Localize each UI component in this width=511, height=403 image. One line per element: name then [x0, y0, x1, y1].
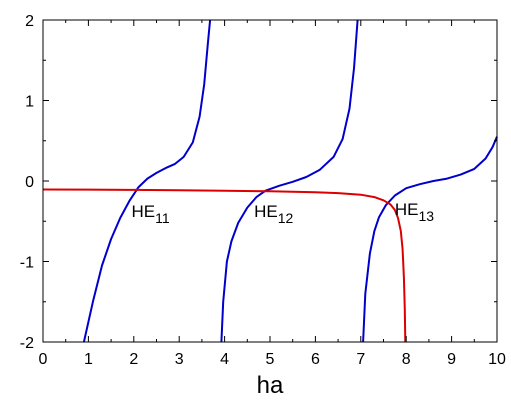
y-tick-label: 1	[25, 94, 34, 111]
x-tick-label: 4	[220, 351, 229, 368]
x-tick-label: 5	[266, 351, 275, 368]
series-0-branch-0	[82, 19, 212, 343]
mode-label-he12: HE12	[254, 202, 293, 226]
x-tick-label: 6	[311, 351, 320, 368]
x-tick-label: 7	[356, 351, 365, 368]
x-tick-label: 2	[129, 351, 138, 368]
mode-label-he13: HE13	[395, 200, 434, 224]
y-tick-label: 2	[25, 13, 34, 30]
curves-layer	[42, 19, 498, 343]
mode-label-he11: HE11	[132, 202, 170, 226]
y-tick-label: -2	[20, 335, 34, 352]
y-tick-label: -1	[20, 255, 34, 272]
annotations-layer: HE11 HE12 HE13	[132, 200, 435, 226]
x-tick-label: 3	[175, 351, 184, 368]
series-0-branch-1	[220, 19, 359, 343]
y-tick-label: 0	[25, 174, 34, 191]
x-tick-label: 0	[39, 351, 48, 368]
x-tick-label: 9	[447, 351, 456, 368]
x-tick-label: 1	[84, 351, 93, 368]
series-1-branch-0	[42, 188, 407, 343]
series-0-branch-2	[362, 136, 498, 343]
plot-frame	[42, 19, 498, 343]
x-axis-label: ha	[257, 372, 284, 399]
x-tick-label: 8	[402, 351, 411, 368]
x-tick-label: 10	[488, 351, 506, 368]
